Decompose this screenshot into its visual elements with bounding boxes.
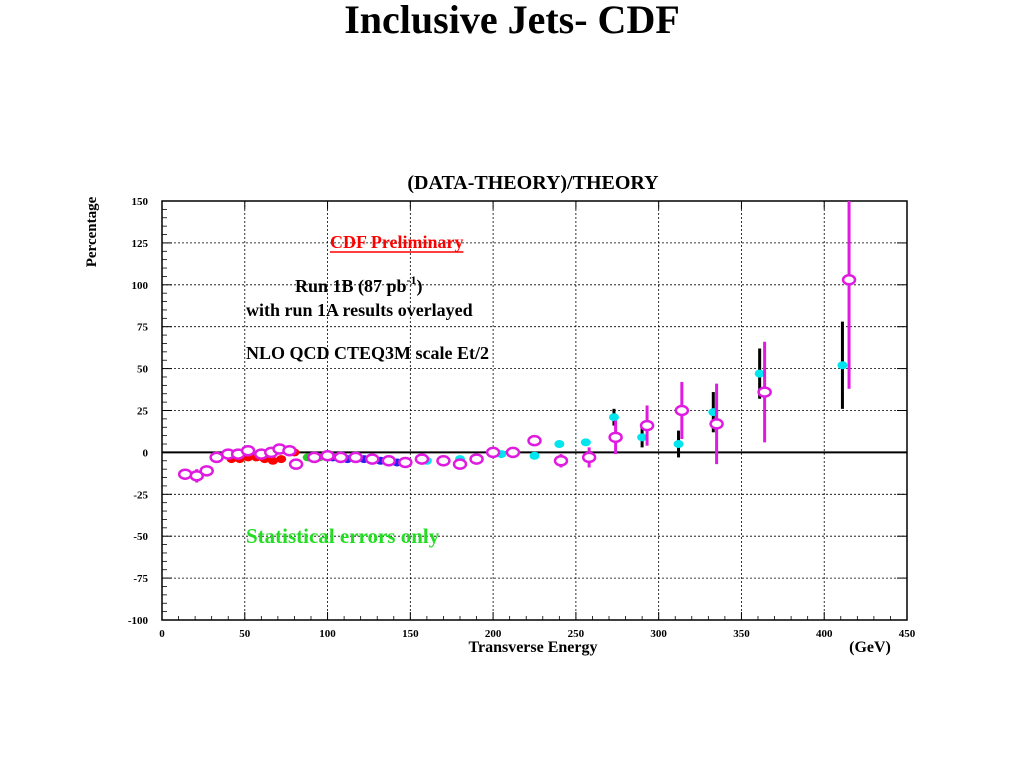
run1a-data-point (608, 431, 623, 444)
y-tick-label: 125 (132, 238, 149, 250)
annotation-overlay: with run 1A results overlayed (246, 300, 473, 320)
run1a-data-point (320, 450, 335, 462)
run1a-data-point (581, 451, 597, 464)
y-tick-label: -100 (128, 615, 149, 627)
y-tick-label: 25 (137, 406, 149, 418)
x-tick-label: 400 (816, 628, 833, 640)
y-tick-label: 0 (143, 447, 149, 459)
run1a-data-point (398, 456, 413, 469)
run1a-data-point (177, 468, 193, 480)
run1a-data-point (381, 455, 397, 467)
x-tick-label: 150 (402, 628, 419, 640)
run1b-data-point (608, 413, 619, 422)
run1a-data-point (189, 470, 205, 482)
run1a-data-point (348, 451, 363, 464)
run1b-data-point (267, 456, 278, 465)
grid (162, 201, 907, 620)
run1a-data-point (307, 451, 322, 464)
run1a-data-point (199, 465, 214, 477)
run1a-data-point (333, 451, 349, 464)
x-tick-label: 200 (485, 628, 502, 640)
run1b-data-point (637, 433, 648, 442)
run1a-data-point (553, 455, 569, 467)
axes: 0 50 100 150 200 250 300 350 400 450-100-75-50-25… (128, 196, 916, 640)
run1a-data-point (709, 418, 724, 430)
run1b-data-point (837, 361, 848, 370)
slide-title: Inclusive Jets- CDF (344, 0, 680, 42)
run1b-data-point (554, 440, 565, 449)
x-tick-label: 100 (319, 628, 336, 640)
run1a-data-point (282, 444, 297, 457)
y-tick-label: 50 (137, 364, 149, 376)
annotation-theory: NLO QCD CTEQ3M scale Et/2 (246, 343, 489, 363)
annotation-errors: Statistical errors only (246, 524, 440, 548)
run1a-data-point (240, 444, 256, 457)
y-tick-label: 150 (132, 196, 149, 208)
x-axis-label: Transverse Energy (468, 639, 597, 656)
y-tick-label: -25 (133, 489, 148, 501)
y-tick-label: -75 (133, 573, 148, 585)
x-tick-label: 450 (899, 628, 916, 640)
run1a-data-point (414, 453, 430, 465)
run1a-data-point (288, 458, 304, 470)
x-tick-label: 350 (733, 628, 750, 640)
x-axis-unit: (GeV) (849, 639, 891, 656)
y-tick-label: 100 (132, 280, 149, 292)
run1b-data-point (529, 451, 540, 460)
y-axis-label: Percentage (84, 196, 100, 267)
annotation-run: Run 1B (87 pb-1) (295, 273, 423, 297)
run1a-data-point (209, 451, 224, 464)
run1a-data-point (485, 446, 501, 459)
run1a-data-point (674, 404, 690, 417)
x-tick-label: 300 (650, 628, 667, 640)
y-tick-label: 75 (137, 322, 149, 334)
y-tick-label: -50 (133, 531, 148, 543)
run1b-data-point (754, 369, 765, 378)
run1a-data-point (527, 434, 542, 447)
run1b-data-point (673, 440, 684, 449)
run1a-data-point (469, 453, 484, 465)
x-tick-label: 0 (159, 628, 165, 640)
run1b-data-point (276, 455, 287, 464)
x-tick-label: 250 (568, 628, 585, 640)
run1a-data-point (505, 446, 521, 459)
run1a-data-point (452, 458, 468, 470)
data-points (177, 201, 857, 483)
chart-title: (DATA-THEORY)/THEORY (407, 172, 659, 194)
run1a-data-point (639, 419, 655, 432)
run1a-data-point (436, 455, 451, 467)
run1a-data-point (757, 386, 772, 398)
x-tick-label: 50 (239, 628, 251, 640)
annotation-run-end: ) (417, 276, 423, 297)
run1a-data-point (365, 453, 380, 465)
run1a-data-point (841, 274, 857, 286)
annotation-run-main: Run 1B (87 pb (295, 276, 407, 297)
run1b-data-point (580, 438, 591, 447)
annotation-run-sup: -1 (407, 273, 417, 287)
annotation-preliminary: CDF Preliminary (330, 232, 463, 252)
